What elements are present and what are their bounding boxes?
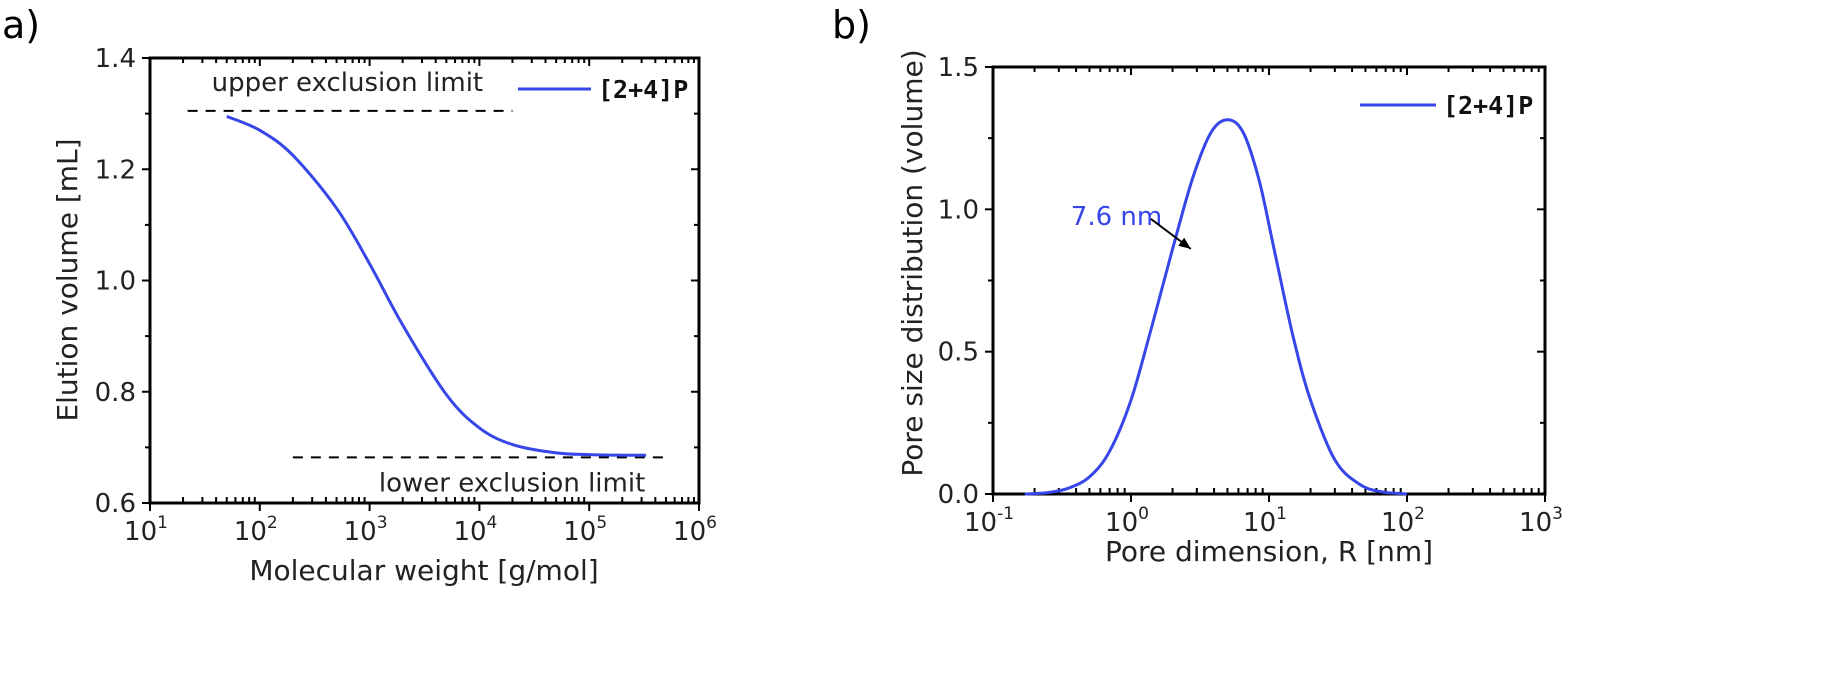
x-tick-label: 102 bbox=[234, 513, 278, 547]
panel-a: a) 0.60.81.01.21.4 101 102 103 104 105 106 up… bbox=[2, 3, 717, 587]
x-tick-base: 10 bbox=[1519, 508, 1552, 538]
x-tick-exponent: 6 bbox=[706, 513, 717, 533]
panel-b-legend-label: [2+4]P bbox=[1443, 91, 1533, 120]
panel-a-y-axis-title: Elution volume [mL] bbox=[51, 138, 84, 421]
x-tick-base: 10 bbox=[563, 517, 596, 547]
panel-a-series bbox=[226, 115, 647, 457]
series-line bbox=[1024, 118, 1408, 496]
panel-label-b: b) bbox=[832, 3, 871, 47]
x-tick-base: 10 bbox=[964, 508, 997, 538]
panel-a-reference-lines: upper exclusion limit lower exclusion lim… bbox=[187, 68, 666, 498]
panel-a-x-axis-title: Molecular weight [g/mol] bbox=[249, 554, 598, 587]
x-tick-label: 103 bbox=[344, 513, 388, 547]
x-tick-exponent: 1 bbox=[1276, 504, 1287, 524]
x-tick-label: 103 bbox=[1519, 504, 1563, 538]
x-tick-exponent: 4 bbox=[487, 513, 498, 533]
x-tick-exponent: 1 bbox=[157, 513, 168, 533]
x-tick-base: 10 bbox=[1105, 508, 1138, 538]
y-tick-label: 1.0 bbox=[938, 195, 979, 225]
y-tick-label: 0.6 bbox=[95, 489, 136, 519]
annotation-label: 7.6 nm bbox=[1071, 202, 1162, 232]
y-tick-label: 0.8 bbox=[95, 378, 136, 408]
x-tick-label: 104 bbox=[453, 513, 497, 547]
x-tick-exponent: 0 bbox=[1138, 504, 1149, 524]
x-tick-label: 100 bbox=[1105, 504, 1149, 538]
panel-a-legend-label: [2+4]P bbox=[598, 75, 688, 104]
panel-b-minor-ticks bbox=[1033, 67, 1540, 494]
x-tick-label: 101 bbox=[1243, 504, 1287, 538]
panel-b: b) 0.00.51.01.5 10-1 100 101 102 103 [2+4]P … bbox=[832, 3, 1563, 568]
x-tick-base: 10 bbox=[1381, 508, 1414, 538]
series-line bbox=[226, 115, 647, 457]
y-tick-label: 1.5 bbox=[938, 53, 979, 83]
y-tick-label: 0.0 bbox=[938, 480, 979, 510]
panel-b-y-ticks: 0.0 0.5 1.0 1.5 bbox=[938, 53, 1545, 510]
panel-label-a: a) bbox=[2, 3, 40, 47]
x-tick-base: 10 bbox=[124, 517, 157, 547]
panel-b-annotation: 7.6 nm bbox=[1071, 202, 1192, 250]
x-tick-exponent: 5 bbox=[596, 513, 607, 533]
y-tick-label: 1.4 bbox=[95, 44, 136, 74]
x-tick-exponent: 2 bbox=[1414, 504, 1425, 524]
y-tick-label: 0.5 bbox=[938, 338, 979, 368]
x-tick-label: 102 bbox=[1381, 504, 1425, 538]
panel-b-y-axis-title: Pore size distribution (volume) bbox=[896, 49, 929, 476]
x-tick-label: 106 bbox=[673, 513, 717, 547]
x-tick-label: 10-1 bbox=[964, 504, 1014, 538]
y-tick-label: 1.2 bbox=[95, 155, 136, 185]
reference-line-label: lower exclusion limit bbox=[379, 468, 645, 498]
panel-b-series bbox=[1024, 118, 1408, 496]
panel-b-axes-frame bbox=[991, 65, 1547, 496]
panel-b-x-ticks: 10-1 100 101 102 103 bbox=[964, 67, 1563, 538]
x-tick-base: 10 bbox=[234, 517, 267, 547]
panel-a-axes-frame bbox=[148, 56, 701, 505]
x-tick-label: 101 bbox=[124, 513, 168, 547]
x-tick-base: 10 bbox=[1243, 508, 1276, 538]
x-tick-exponent: 2 bbox=[267, 513, 278, 533]
panel-a-x-ticks: 101 102 103 104 105 106 bbox=[124, 58, 717, 547]
x-tick-base: 10 bbox=[453, 517, 486, 547]
x-tick-base: 10 bbox=[344, 517, 377, 547]
reference-line-label: upper exclusion limit bbox=[212, 68, 484, 98]
panel-a-y-ticks: 0.6 0.8 1.0 1.2 1.4 bbox=[95, 44, 699, 519]
x-tick-exponent: 3 bbox=[377, 513, 388, 533]
x-tick-exponent: -1 bbox=[997, 504, 1014, 524]
x-tick-base: 10 bbox=[673, 517, 706, 547]
panel-b-x-axis-title: Pore dimension, R [nm] bbox=[1105, 535, 1433, 568]
y-tick-label: 1.0 bbox=[95, 267, 136, 297]
annotation-arrow-head bbox=[1178, 237, 1191, 249]
x-tick-label: 105 bbox=[563, 513, 607, 547]
x-tick-exponent: 3 bbox=[1552, 504, 1563, 524]
panel-a-minor-ticks bbox=[182, 58, 695, 503]
